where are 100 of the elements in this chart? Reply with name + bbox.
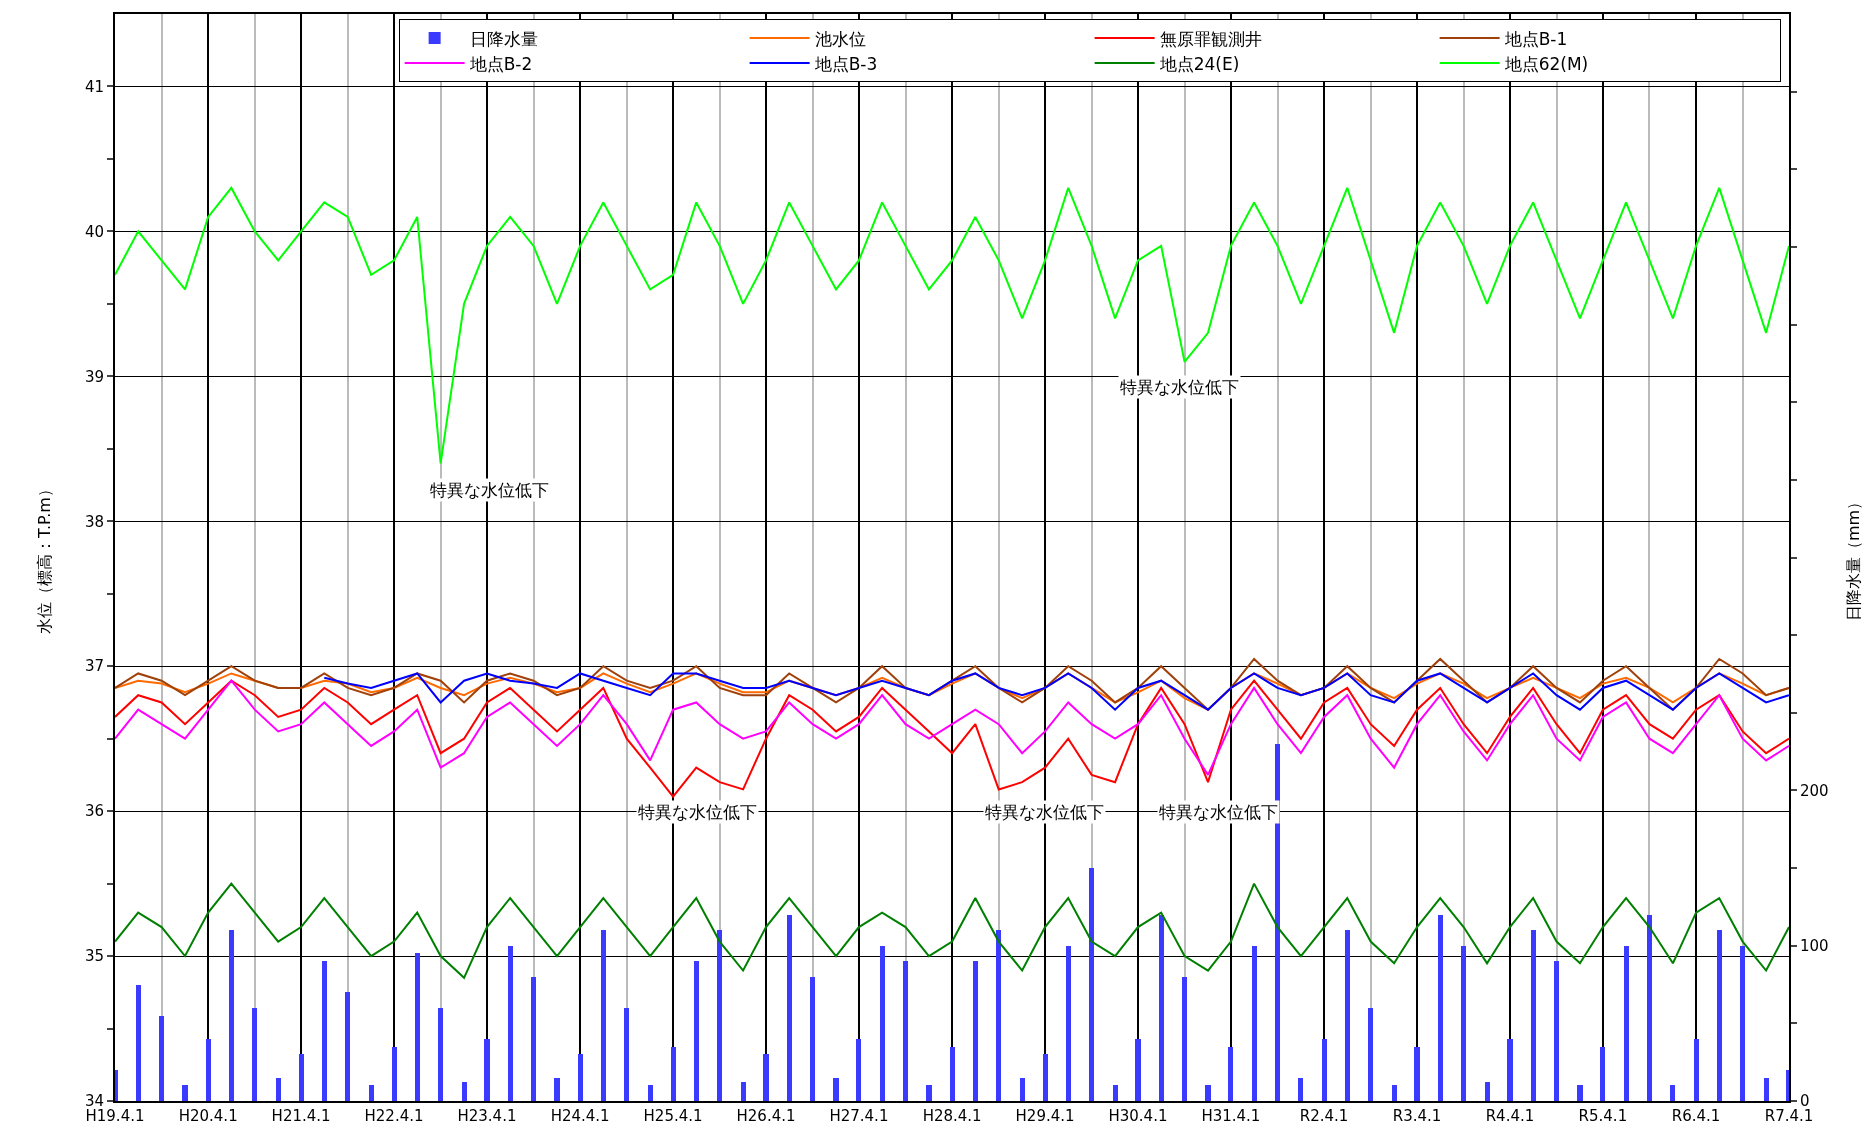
annotation: 特異な水位低下 — [638, 802, 757, 822]
legend-label: 日降水量 — [469, 28, 538, 49]
bar — [1252, 946, 1257, 1101]
bar — [1694, 1039, 1699, 1101]
bar — [1438, 915, 1443, 1101]
bar — [136, 985, 141, 1101]
y2-axis-title: 日降水量（mm） — [1843, 493, 1863, 622]
bar — [624, 1008, 629, 1101]
y-tick-label: 36 — [84, 802, 104, 821]
bar — [182, 1085, 188, 1101]
x-tick-label: H25.4.1 — [643, 1107, 703, 1125]
x-tick-label: R3.4.1 — [1392, 1107, 1442, 1125]
bar — [717, 930, 722, 1101]
bar — [1298, 1078, 1303, 1101]
x-tick-label: R4.4.1 — [1485, 1107, 1535, 1125]
x-tick-label: H27.4.1 — [829, 1107, 889, 1125]
annotation: 特異な水位低下 — [430, 480, 549, 500]
bar — [1322, 1039, 1327, 1101]
bar — [392, 1047, 397, 1101]
legend-label: 池水位 — [814, 28, 866, 49]
legend-label: 地点24(E) — [1158, 53, 1240, 74]
annotation: 特異な水位低下 — [985, 802, 1104, 822]
bar — [484, 1039, 490, 1101]
x-tick-label: H24.4.1 — [550, 1107, 610, 1125]
bar — [345, 992, 350, 1101]
bar — [1205, 1085, 1211, 1101]
bar — [462, 1082, 467, 1101]
bar — [1485, 1082, 1490, 1101]
y-tick-label: 41 — [84, 77, 104, 96]
bar — [1786, 1070, 1789, 1101]
bar — [1113, 1085, 1118, 1101]
bar — [856, 1039, 861, 1101]
x-tick-label: H22.4.1 — [364, 1107, 424, 1125]
bar — [1228, 1047, 1233, 1101]
x-tick-label: H26.4.1 — [736, 1107, 796, 1125]
x-tick-label: R2.4.1 — [1299, 1107, 1349, 1125]
bar — [531, 977, 536, 1101]
x-tick-label: R5.4.1 — [1578, 1107, 1628, 1125]
bar — [229, 930, 234, 1101]
legend-label: 地点B-2 — [468, 53, 533, 74]
bar — [763, 1054, 769, 1101]
x-tick-label: H28.4.1 — [922, 1107, 982, 1125]
bar — [1135, 1039, 1141, 1101]
bar — [1554, 961, 1559, 1101]
bar — [1066, 946, 1071, 1101]
legend-label: 地点B-3 — [813, 53, 878, 74]
y2-tick-label: 200 — [1800, 781, 1829, 800]
bar — [903, 961, 908, 1101]
bar — [1577, 1085, 1583, 1101]
bar — [578, 1054, 583, 1101]
bar — [741, 1082, 746, 1101]
bar — [1600, 1047, 1605, 1101]
y2-tick-label: 100 — [1800, 936, 1829, 955]
x-tick-label: H21.4.1 — [271, 1107, 331, 1125]
x-tick-label: R6.4.1 — [1671, 1107, 1721, 1125]
bar — [1647, 915, 1652, 1101]
bar — [206, 1039, 211, 1101]
annotation: 特異な水位低下 — [1159, 802, 1278, 822]
y-tick-label: 40 — [84, 222, 104, 241]
bar — [1531, 930, 1536, 1101]
x-tick-label: R7.4.1 — [1764, 1107, 1814, 1125]
bar — [1717, 930, 1722, 1101]
x-tick-label: H20.4.1 — [178, 1107, 238, 1125]
bar — [1392, 1085, 1397, 1101]
bar — [415, 953, 420, 1101]
bar — [1043, 1054, 1048, 1101]
bar — [694, 961, 699, 1101]
bar — [554, 1078, 560, 1101]
bar — [996, 930, 1001, 1101]
bar — [833, 1078, 839, 1101]
bar — [159, 1016, 164, 1101]
bar — [926, 1085, 932, 1101]
y-tick-label: 35 — [84, 947, 104, 966]
bar — [950, 1047, 955, 1101]
bar — [648, 1085, 653, 1101]
line-series — [115, 657, 1789, 711]
bar — [671, 1047, 676, 1101]
line-series — [115, 882, 1789, 979]
legend-label: 地点62(M) — [1503, 53, 1589, 74]
y-tick-label: 38 — [84, 512, 104, 531]
bar — [276, 1078, 281, 1101]
bar — [787, 915, 792, 1101]
bar — [1414, 1047, 1420, 1101]
bar — [1345, 930, 1350, 1101]
bar — [880, 946, 885, 1101]
bar — [299, 1054, 304, 1101]
bar — [810, 977, 815, 1101]
x-tick-label: H30.4.1 — [1108, 1107, 1168, 1125]
bar — [1764, 1078, 1769, 1101]
annotation: 特異な水位低下 — [1120, 377, 1239, 397]
line-series — [115, 679, 1789, 798]
bar — [1089, 868, 1094, 1101]
bar — [369, 1085, 374, 1101]
line-series — [115, 679, 1789, 776]
bar — [1368, 1008, 1373, 1101]
bar — [973, 961, 978, 1101]
y-tick-label: 39 — [84, 367, 104, 386]
bar — [322, 961, 327, 1101]
bar — [601, 930, 606, 1101]
bar — [1740, 946, 1745, 1101]
